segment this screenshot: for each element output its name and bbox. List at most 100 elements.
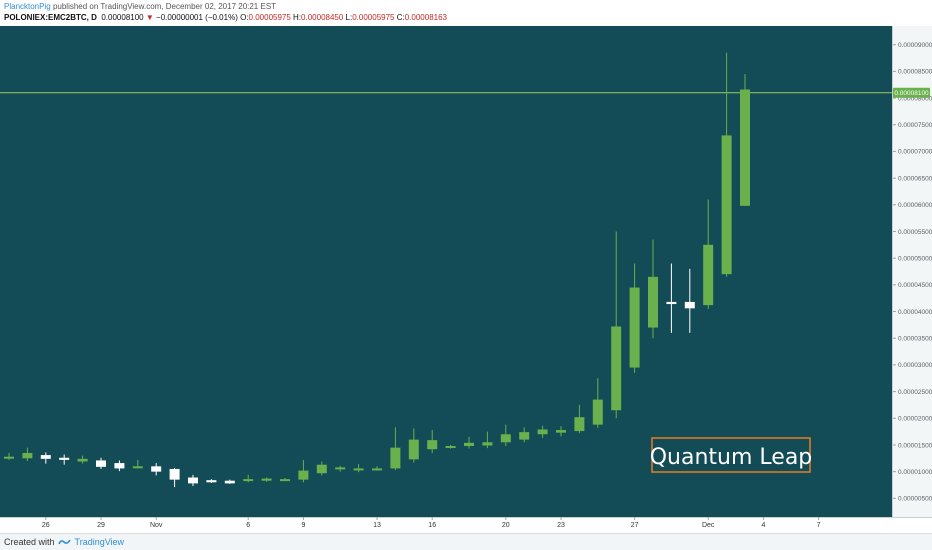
- candle-body: [298, 470, 309, 480]
- candle-body: [188, 477, 198, 484]
- candle[interactable]: [445, 444, 456, 449]
- time-tick-label: 27: [631, 522, 639, 529]
- price-tick-label: 0.00005500: [898, 229, 932, 236]
- price-tick-label: 0.00001500: [898, 442, 932, 449]
- candle[interactable]: [169, 467, 180, 488]
- candle-body: [427, 440, 438, 450]
- candle[interactable]: [4, 452, 14, 460]
- time-tick-label: 23: [557, 522, 565, 529]
- footer: Created with TradingView: [0, 533, 932, 550]
- published-line: PlancktonPig published on TradingView.co…: [4, 2, 276, 11]
- open-label: O:: [240, 13, 249, 22]
- candle[interactable]: [464, 436, 474, 449]
- time-tick-label: 20: [502, 522, 510, 529]
- candle[interactable]: [629, 263, 640, 373]
- candle[interactable]: [261, 477, 272, 482]
- low-label: L:: [345, 13, 353, 22]
- candle[interactable]: [188, 474, 198, 487]
- candle[interactable]: [427, 430, 438, 453]
- price-tick-label: 0.00003000: [898, 362, 932, 369]
- candle[interactable]: [482, 431, 493, 449]
- time-axis: [0, 517, 932, 533]
- candle-body: [500, 434, 511, 443]
- candle[interactable]: [40, 452, 51, 464]
- author-link[interactable]: PlancktonPig: [4, 2, 51, 11]
- time-tick-label: 16: [428, 522, 436, 529]
- plot-background: [0, 26, 932, 517]
- candle[interactable]: [59, 454, 70, 465]
- candle-body: [372, 468, 382, 471]
- candle[interactable]: [151, 463, 162, 476]
- candle[interactable]: [556, 426, 566, 437]
- candlestick-chart[interactable]: 0.00009000 0.00008500 0.00008000 0.00007500…: [0, 26, 932, 533]
- tradingview-link[interactable]: TradingView: [74, 537, 125, 547]
- candle[interactable]: [114, 460, 125, 472]
- candles: [4, 52, 750, 488]
- symbol-label[interactable]: POLONIEX:EMC2BTC, D: [4, 13, 97, 22]
- time-tick-label: Dec: [702, 522, 715, 529]
- candle[interactable]: [537, 425, 548, 439]
- candle[interactable]: [280, 478, 290, 482]
- price-tick-label: 0.00007000: [898, 149, 932, 156]
- candle[interactable]: [335, 465, 346, 472]
- candle-body: [721, 135, 732, 275]
- open-value: 0.00005975: [248, 13, 291, 22]
- candle-body: [132, 466, 143, 469]
- candle-body: [243, 479, 254, 482]
- candle[interactable]: [390, 427, 401, 471]
- candle[interactable]: [592, 378, 603, 428]
- price-tick-label: 0.00004000: [898, 309, 932, 316]
- annotation-box[interactable]: [651, 437, 811, 473]
- candle[interactable]: [666, 263, 677, 333]
- candle-body: [59, 457, 70, 460]
- candle-body: [592, 399, 603, 425]
- candle-body: [464, 442, 474, 447]
- candle[interactable]: [408, 428, 419, 463]
- candle-body: [353, 468, 364, 471]
- price-tick-label: 0.00006000: [898, 202, 932, 209]
- candle[interactable]: [132, 459, 143, 469]
- time-tick-label: 26: [42, 522, 50, 529]
- current-price-tag-label: 0.00008100: [894, 90, 929, 97]
- time-tick-label: 6: [246, 522, 250, 529]
- time-axis-labels: 26 29 Nov 6 9 13 16 20 23 27 Dec 4 7: [42, 517, 821, 529]
- candle[interactable]: [611, 231, 622, 419]
- low-value: 0.00005975: [352, 13, 395, 22]
- candle-body: [96, 460, 106, 467]
- candle[interactable]: [224, 479, 235, 484]
- candle-body: [648, 276, 658, 328]
- price-tick-label: 0.00002000: [898, 416, 932, 423]
- candle[interactable]: [316, 461, 327, 476]
- candle[interactable]: [721, 52, 732, 277]
- candle-body: [684, 301, 695, 309]
- candle-body: [519, 432, 530, 440]
- candle[interactable]: [574, 404, 585, 434]
- candle[interactable]: [96, 457, 106, 469]
- candle-body: [611, 326, 622, 411]
- candle[interactable]: [206, 479, 217, 483]
- price-tick-label: 0.00001000: [898, 469, 932, 476]
- candle[interactable]: [77, 455, 88, 464]
- candle[interactable]: [243, 474, 254, 483]
- candle[interactable]: [372, 466, 382, 471]
- time-tick-label: 13: [373, 522, 381, 529]
- price-tick-label: 0.00008000: [898, 95, 932, 102]
- chart-header: PlancktonPig published on TradingView.co…: [0, 0, 932, 26]
- candle-body: [482, 442, 493, 446]
- candle[interactable]: [22, 447, 33, 461]
- price-tick-label: 0.00005000: [898, 255, 932, 262]
- candle[interactable]: [703, 199, 714, 309]
- created-with: Created with TradingView: [4, 537, 124, 547]
- price-tick-label: 0.00003500: [898, 336, 932, 343]
- candle[interactable]: [684, 268, 695, 333]
- candle-body: [224, 480, 235, 484]
- candle[interactable]: [519, 427, 530, 443]
- candle[interactable]: [298, 459, 309, 483]
- high-value: 0.00008450: [301, 13, 344, 22]
- published-text: published on TradingView.com, December 0…: [52, 2, 277, 11]
- candle[interactable]: [500, 424, 511, 447]
- candle[interactable]: [648, 239, 658, 339]
- candle[interactable]: [353, 464, 364, 473]
- candle[interactable]: [740, 74, 750, 206]
- candle-body: [206, 480, 217, 483]
